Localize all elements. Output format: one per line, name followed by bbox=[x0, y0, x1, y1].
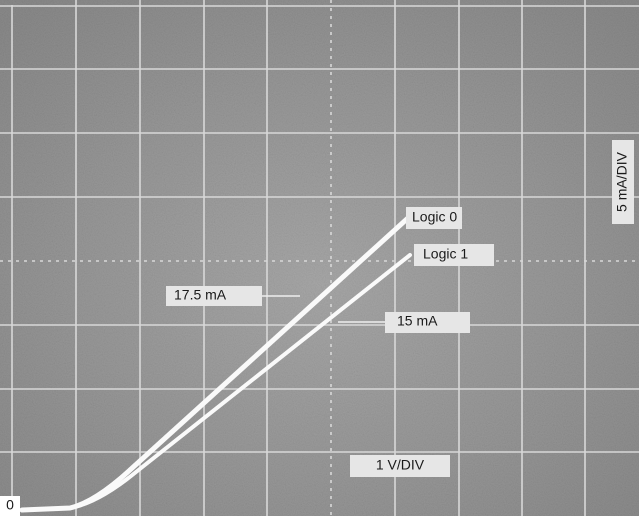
label-box bbox=[350, 455, 450, 477]
y-scale-label: 5 mA/DIV bbox=[614, 151, 630, 212]
logic0-label: Logic 0 bbox=[412, 209, 457, 225]
x-scale-label: 1 V/DIV bbox=[376, 457, 425, 473]
logic1-label: Logic 1 bbox=[423, 246, 468, 262]
label-box bbox=[612, 140, 634, 224]
current-low-label: 15 mA bbox=[397, 313, 438, 329]
origin-label: 0 bbox=[6, 497, 14, 513]
label-box bbox=[385, 312, 470, 333]
logic-1-trace bbox=[20, 253, 412, 512]
label-box bbox=[414, 244, 494, 266]
traces bbox=[19, 215, 412, 513]
label-box bbox=[166, 286, 262, 306]
origin-box bbox=[0, 496, 20, 516]
current-high-label: 17.5 mA bbox=[174, 287, 227, 303]
label-box bbox=[406, 207, 462, 229]
